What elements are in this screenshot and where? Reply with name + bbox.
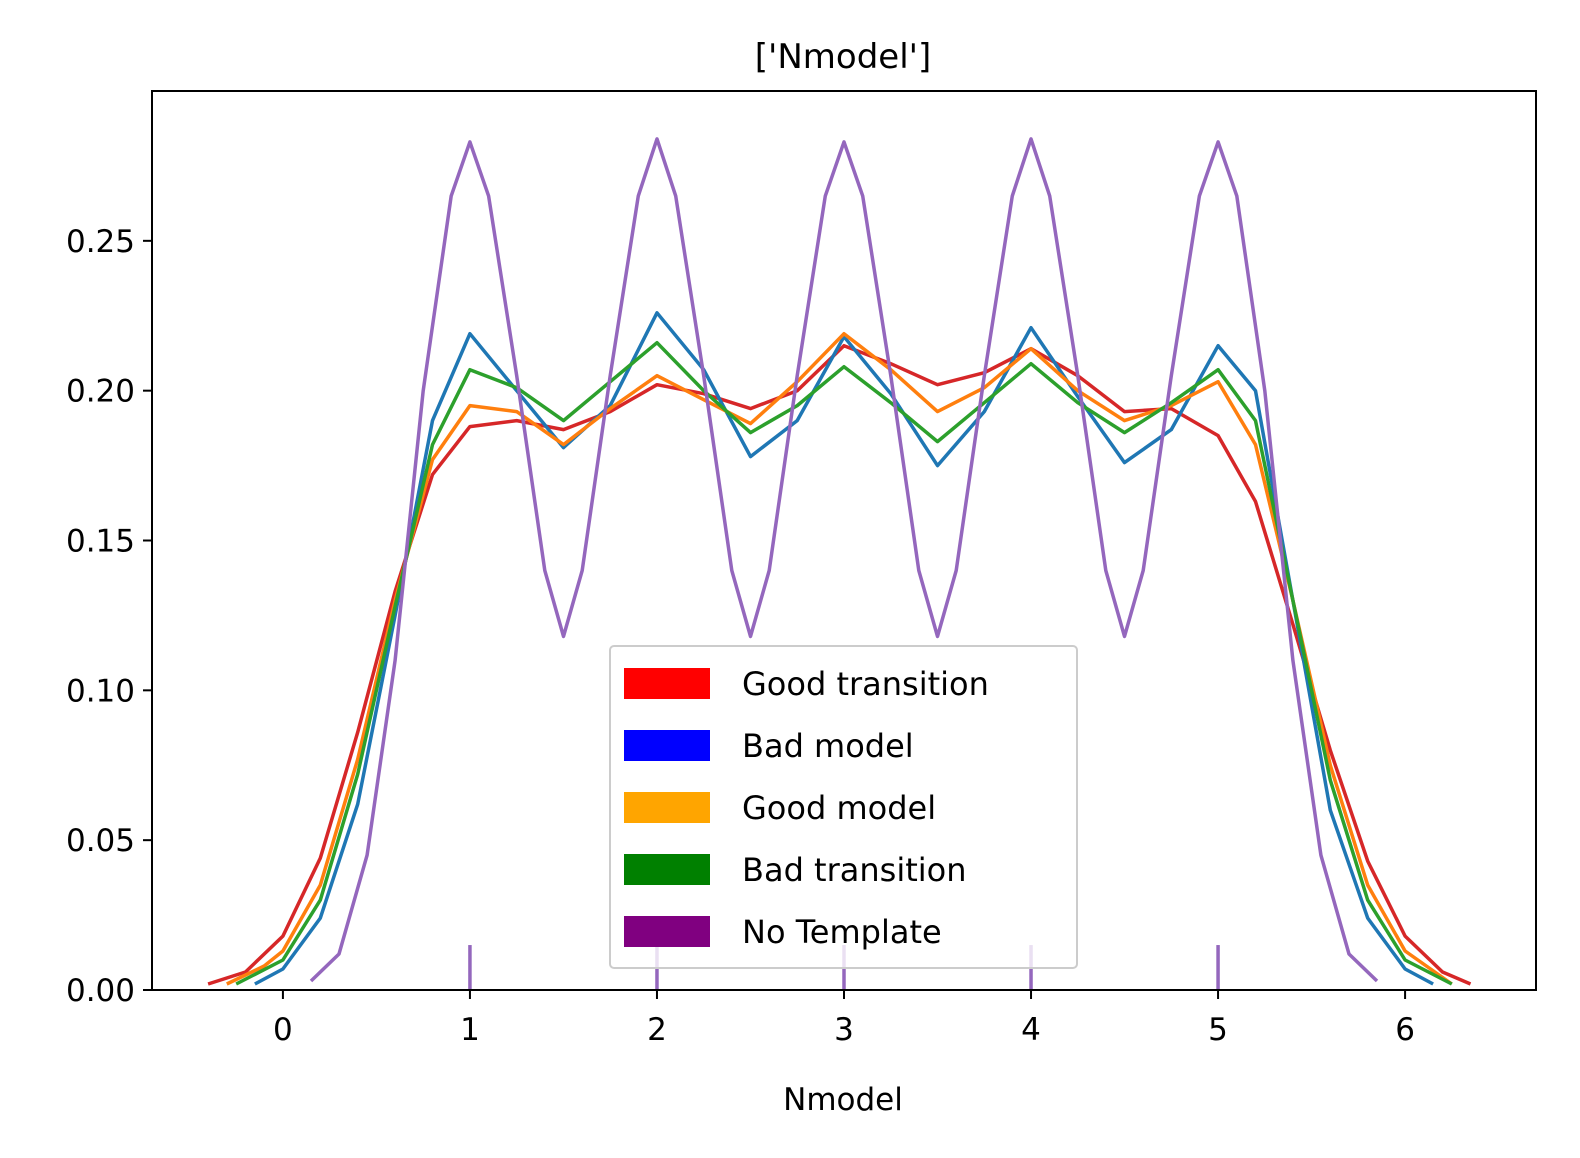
x-tick-label: 5 [1208, 1012, 1228, 1048]
series-lines [207, 137, 1472, 986]
x-tick-label: 3 [834, 1012, 854, 1048]
legend-swatch [624, 916, 710, 947]
y-tick-label: 0.20 [66, 374, 135, 410]
chart-title: ['Nmodel'] [755, 37, 932, 77]
legend-swatch [624, 668, 710, 699]
x-tick-label: 4 [1021, 1012, 1041, 1048]
legend-label: Bad transition [742, 851, 967, 889]
x-tick-label: 0 [273, 1012, 293, 1048]
x-tick-label: 2 [647, 1012, 667, 1048]
x-tick-label: 1 [460, 1012, 480, 1048]
y-tick-label: 0.05 [66, 823, 135, 859]
legend-label: Good model [742, 789, 936, 827]
legend-swatch [624, 854, 710, 885]
series-line-4 [309, 137, 1379, 983]
x-tick-label: 6 [1395, 1012, 1415, 1048]
y-tick-label: 0.15 [66, 524, 135, 560]
axis-ticks: 0 1 2 3 4 5 6 0.00 0.05 0.10 0.15 0.20 0.25 [66, 224, 1415, 1048]
series-line-3 [235, 340, 1453, 986]
legend-swatch [624, 730, 710, 761]
series-line-0 [207, 343, 1472, 986]
y-tick-label: 0.10 [66, 673, 135, 709]
plot-area-frame [151, 90, 1537, 991]
legend-label: Good transition [742, 665, 989, 703]
legend-frame [609, 645, 1078, 969]
legend-swatch [624, 792, 710, 823]
legend-label: No Template [742, 913, 942, 951]
x-axis-label: Nmodel [783, 1082, 903, 1118]
y-tick-label: 0.00 [66, 973, 135, 1009]
series-line-1 [254, 311, 1434, 986]
y-tick-label: 0.25 [66, 224, 135, 260]
legend-label: Bad model [742, 727, 914, 765]
legend: Good transition Bad model Good model Bad tr… [609, 645, 1078, 969]
